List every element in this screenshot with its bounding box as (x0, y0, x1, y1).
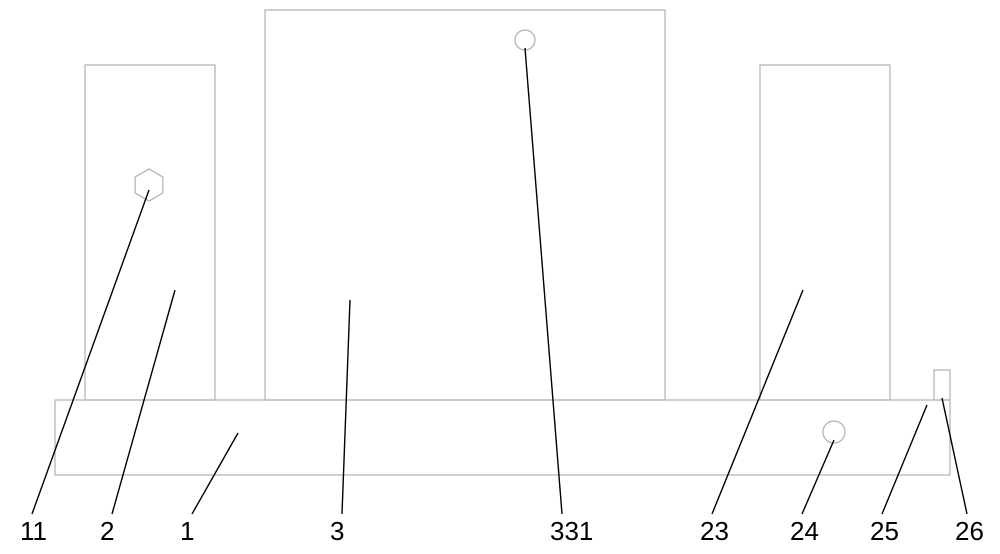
label-3: 3 (330, 516, 344, 546)
label-26: 26 (955, 516, 984, 546)
label-2: 2 (100, 516, 114, 546)
label-25: 25 (870, 516, 899, 546)
label-331: 331 (550, 516, 593, 546)
label-24: 24 (790, 516, 819, 546)
label-1: 1 (180, 516, 194, 546)
label-11: 11 (20, 516, 47, 546)
label-23: 23 (700, 516, 729, 546)
